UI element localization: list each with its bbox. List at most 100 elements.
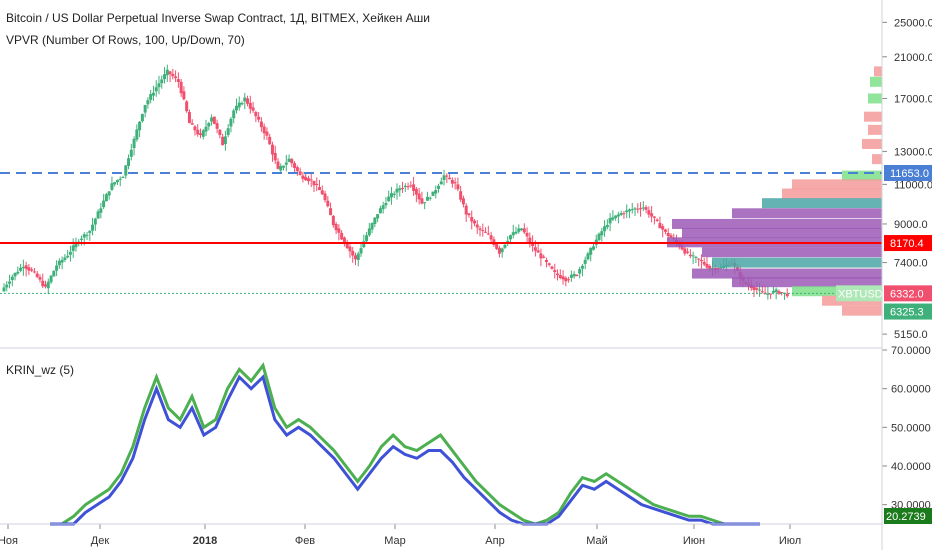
candle-body bbox=[401, 187, 405, 189]
candle-body bbox=[270, 144, 274, 155]
candle-body bbox=[472, 220, 476, 224]
candle-body bbox=[320, 190, 324, 195]
volume-profile-row bbox=[864, 111, 882, 122]
candle-body bbox=[118, 178, 122, 180]
price-axis: 25000.0 21000.0 17000.0 13000.0 11000.0 9000.… bbox=[882, 17, 932, 341]
candle-body bbox=[196, 129, 200, 135]
candle-body bbox=[60, 259, 64, 263]
time-tick-label: Мар bbox=[384, 535, 406, 547]
candle-body bbox=[146, 100, 150, 105]
candle-body bbox=[210, 117, 214, 122]
candle-body bbox=[561, 276, 565, 280]
candle-body bbox=[268, 136, 272, 145]
candle-body bbox=[755, 288, 759, 290]
candle-body bbox=[785, 293, 789, 297]
candle-body bbox=[306, 178, 310, 182]
candle-body bbox=[265, 131, 269, 136]
volume-profile-row bbox=[782, 188, 882, 199]
candle-body bbox=[135, 129, 139, 140]
candle-body bbox=[30, 269, 34, 271]
candle-body bbox=[353, 255, 357, 260]
candle-body bbox=[708, 265, 712, 269]
candle-body bbox=[2, 287, 6, 292]
candle-body bbox=[553, 270, 557, 273]
candle-body bbox=[88, 230, 92, 233]
candle-body bbox=[395, 188, 399, 193]
volume-profile-row bbox=[692, 268, 882, 279]
candle-body bbox=[688, 254, 692, 257]
candle-body bbox=[348, 246, 352, 252]
candle-body bbox=[428, 197, 432, 199]
price-tick-label: 5150.0 bbox=[894, 329, 928, 341]
candle-body bbox=[467, 213, 471, 216]
candle-body bbox=[168, 71, 172, 75]
candle-body bbox=[154, 87, 158, 92]
candle-body bbox=[251, 107, 255, 111]
time-tick-label: Ноя bbox=[0, 535, 18, 547]
candle-body bbox=[442, 175, 446, 180]
volume-profile bbox=[667, 66, 882, 316]
volume-profile-row bbox=[872, 154, 882, 165]
candle-body bbox=[262, 126, 266, 134]
volume-profile-row bbox=[672, 218, 882, 229]
candle-body bbox=[589, 247, 593, 255]
candle-body bbox=[420, 198, 424, 204]
candle-body bbox=[478, 228, 482, 230]
price-tag-box bbox=[884, 235, 932, 252]
indicator-label: VPVR (Number Of Rows, 100, Up/Down, 70) bbox=[6, 33, 245, 47]
candle-body bbox=[107, 191, 111, 196]
candle-body bbox=[99, 208, 103, 213]
osc-tick-label: 60.0000 bbox=[891, 384, 931, 396]
candle-body bbox=[138, 121, 142, 131]
candle-body bbox=[376, 214, 380, 219]
candle-body bbox=[633, 208, 637, 210]
candle-body bbox=[381, 205, 385, 210]
candle-body bbox=[85, 234, 89, 236]
volume-profile-row bbox=[732, 208, 882, 219]
candle-body bbox=[378, 208, 382, 214]
candle-body bbox=[218, 129, 222, 136]
candle-body bbox=[35, 273, 39, 277]
candle-body bbox=[127, 158, 131, 166]
candle-body bbox=[273, 152, 277, 161]
candle-body bbox=[514, 231, 518, 234]
candle-body bbox=[113, 182, 117, 185]
time-tick-label: Июл bbox=[779, 535, 801, 547]
candle-body bbox=[121, 176, 125, 178]
candle-body bbox=[237, 102, 241, 108]
candle-body bbox=[517, 228, 521, 232]
candle-body bbox=[293, 163, 297, 168]
candle-body bbox=[10, 276, 14, 280]
candle-body bbox=[569, 274, 573, 278]
candle-body bbox=[259, 121, 263, 128]
candle-body bbox=[367, 228, 371, 236]
volume-profile-row bbox=[874, 66, 882, 77]
candle-body bbox=[185, 101, 189, 112]
chart-title: Bitcoin / US Dollar Perpetual Inverse Sw… bbox=[6, 11, 430, 25]
candle-body bbox=[592, 246, 595, 250]
candle-body bbox=[124, 165, 128, 176]
price-tick-label: 11000.0 bbox=[894, 179, 932, 191]
candle-body bbox=[337, 228, 341, 233]
candle-body bbox=[760, 291, 764, 293]
candle-body bbox=[630, 209, 634, 211]
candle-body bbox=[445, 175, 449, 177]
candle-body bbox=[583, 259, 587, 264]
candle-body bbox=[63, 257, 67, 260]
candle-body bbox=[774, 289, 778, 293]
candle-body bbox=[691, 255, 695, 257]
price-tick-label: 25000.0 bbox=[894, 17, 932, 29]
candle-body bbox=[13, 272, 17, 277]
candle-body bbox=[49, 275, 53, 283]
candle-body bbox=[666, 232, 670, 237]
osc-tick-label: 40.0000 bbox=[891, 461, 931, 473]
candle-body bbox=[326, 200, 330, 207]
candle-body bbox=[719, 267, 723, 269]
candle-body bbox=[246, 98, 250, 104]
candle-body bbox=[365, 235, 369, 242]
candle-body bbox=[409, 185, 413, 187]
candle-body bbox=[282, 165, 286, 168]
candle-body bbox=[558, 274, 562, 279]
oscillator-pane bbox=[50, 362, 760, 526]
